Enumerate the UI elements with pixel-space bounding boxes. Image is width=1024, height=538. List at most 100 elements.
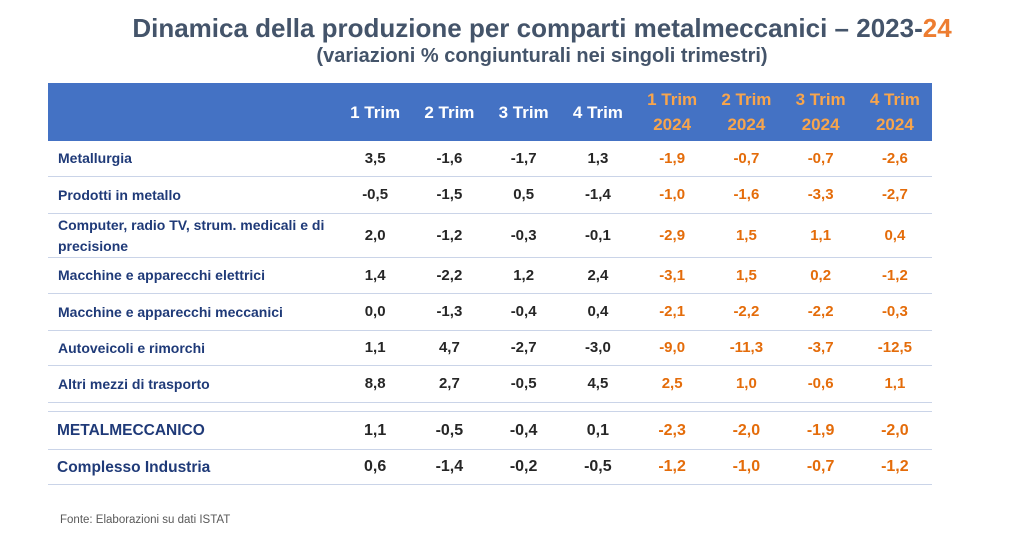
table-cell: -2,1 [659, 303, 686, 320]
table-cell: 2,4 [587, 266, 609, 284]
table-cell: -3,0 [584, 339, 611, 356]
table-separator [48, 403, 932, 412]
column-header-label: 2 Trim [721, 90, 772, 109]
table-cell: -3,7 [807, 339, 834, 356]
table-cell: 2,7 [438, 375, 460, 392]
column-header-2: 2 Trim [412, 100, 486, 125]
table-cell: -0,7 [733, 149, 760, 167]
table-cell: -2,7 [881, 186, 908, 203]
table-cell: 1,1 [884, 375, 906, 392]
row-label: Metallurgia [58, 150, 132, 166]
row-label: Complesso Industria [57, 458, 211, 476]
table-cell: -0,5 [362, 186, 389, 203]
table-row: Altri mezzi di trasporto 8,8 2,7 -0,5 4,5 2,5… [48, 366, 932, 403]
row-label: Macchine e apparecchi meccanici [58, 303, 283, 320]
column-header-5: 1 Trim 2024 [635, 87, 709, 137]
table-cell: -2,2 [807, 303, 834, 320]
table-cell: 0,1 [586, 421, 609, 439]
table-cell: 1,4 [364, 266, 386, 284]
table-cell: 2,5 [661, 375, 683, 392]
column-header-7: 3 Trim 2024 [784, 87, 858, 137]
table-cell: 3,5 [364, 149, 386, 167]
table-row: Macchine e apparecchi meccanici 0,0 -1,3 -0… [48, 294, 932, 331]
table-cell: -1,6 [733, 186, 760, 203]
column-header-4: 4 Trim [561, 100, 635, 125]
table-cell: 4,5 [587, 375, 609, 392]
page-title: Dinamica della produzione per comparti m… [122, 12, 962, 44]
table-cell: 1,0 [735, 375, 757, 392]
table-cell: 8,8 [364, 375, 386, 392]
table-cell: 1,5 [735, 226, 757, 244]
page-subtitle: (variazioni % congiunturali nei singoli … [316, 45, 768, 67]
table-cell: -2,6 [881, 149, 908, 167]
table-cell: -3,1 [659, 266, 686, 284]
column-header-label: 3 Trim [795, 90, 846, 109]
column-header-label: 1 Trim [647, 90, 698, 109]
table-cell: -1,3 [436, 303, 463, 320]
table-cell: -0,4 [509, 421, 538, 439]
table-row: Macchine e apparecchi elettrici 1,4 -2,2 1,… [48, 258, 932, 294]
table-cell: -0,4 [510, 303, 537, 320]
table-cell: -0,1 [584, 226, 611, 244]
table-cell: 0,5 [513, 186, 535, 203]
table-cell: -0,7 [807, 149, 834, 167]
table-cell: -3,3 [807, 186, 834, 203]
column-header-label: 3 Trim [498, 102, 549, 122]
table-row: Computer, radio TV, strum. medicali e di… [48, 214, 932, 258]
table-cell: -0,2 [509, 458, 538, 475]
row-label: Autoveicoli e rimorchi [58, 339, 206, 356]
table-cell: -1,9 [659, 149, 686, 167]
column-header-year: 2024 [875, 115, 914, 134]
column-header-label: 1 Trim [350, 102, 401, 122]
table-cell: -0,5 [435, 421, 464, 439]
table-cell: -2,0 [732, 421, 761, 439]
table-cell: -1,2 [436, 226, 463, 244]
table-cell: -2,2 [436, 266, 463, 284]
table-cell: 0,0 [364, 303, 386, 320]
table-cell: -1,9 [806, 421, 835, 439]
table-cell: 0,6 [364, 458, 387, 475]
table-cell: -11,3 [729, 339, 764, 356]
table-cell: -0,6 [807, 375, 834, 392]
table-cell: 0,2 [810, 266, 832, 284]
column-header-label: 4 Trim [572, 102, 623, 122]
table-row-total: METALMECCANICO 1,1 -0,5 -0,4 0,1 -2,3 -2,0 -1,9… [48, 412, 932, 450]
table-cell: -0,5 [584, 458, 612, 475]
table-cell: 2,0 [364, 226, 386, 244]
table-cell: -1,0 [659, 186, 686, 203]
data-table: 1 Trim 2 Trim 3 Trim 4 Trim 1 Trim 2024 2 Trim… [48, 83, 932, 485]
source-note: Fonte: Elaborazioni su dati ISTAT [60, 514, 231, 526]
table-cell: -2,2 [733, 303, 760, 320]
table-cell: -1,5 [436, 186, 463, 203]
table-cell: 1,1 [364, 339, 386, 356]
row-label: Altri mezzi di trasporto [58, 375, 210, 392]
table-cell: -0,5 [510, 375, 537, 392]
column-header-year: 2024 [801, 115, 840, 134]
table-cell: -1,0 [732, 458, 761, 475]
table-cell: -1,2 [881, 458, 909, 475]
row-label: Computer, radio TV, strum. medicali e di… [58, 216, 325, 254]
table-cell: -0,7 [806, 458, 835, 475]
table-header: 1 Trim 2 Trim 3 Trim 4 Trim 1 Trim 2024 2 Trim… [48, 83, 932, 141]
column-header-1: 1 Trim [338, 100, 412, 125]
table-cell: 1,3 [587, 149, 609, 167]
column-header-year: 2024 [653, 115, 692, 134]
table-cell: -1,4 [435, 458, 464, 475]
column-header-6: 2 Trim 2024 [709, 87, 783, 137]
table-cell: -1,4 [584, 186, 611, 203]
table-cell: -2,0 [881, 421, 909, 439]
table-row-total: Complesso Industria 0,6 -1,4 -0,2 -0,5 -1,2 -1… [48, 450, 932, 485]
table-cell: -1,2 [658, 458, 686, 475]
table-cell: -9,0 [659, 339, 686, 356]
table-cell: -0,3 [881, 303, 908, 320]
table-cell: 0,4 [884, 226, 906, 244]
table-cell: -0,3 [510, 226, 537, 244]
row-label: Macchine e apparecchi elettrici [58, 267, 265, 283]
table-cell: -1,6 [436, 149, 463, 167]
column-header-8: 4 Trim 2024 [858, 87, 932, 137]
table-cell: 0,4 [587, 303, 609, 320]
column-header-label: 4 Trim [869, 90, 920, 109]
table-cell: 1,2 [513, 266, 535, 284]
table-cell: -2,7 [510, 339, 537, 356]
table-row: Metallurgia 3,5 -1,6 -1,7 1,3 -1,9 -0,7 -0,7 -2,… [48, 141, 932, 177]
